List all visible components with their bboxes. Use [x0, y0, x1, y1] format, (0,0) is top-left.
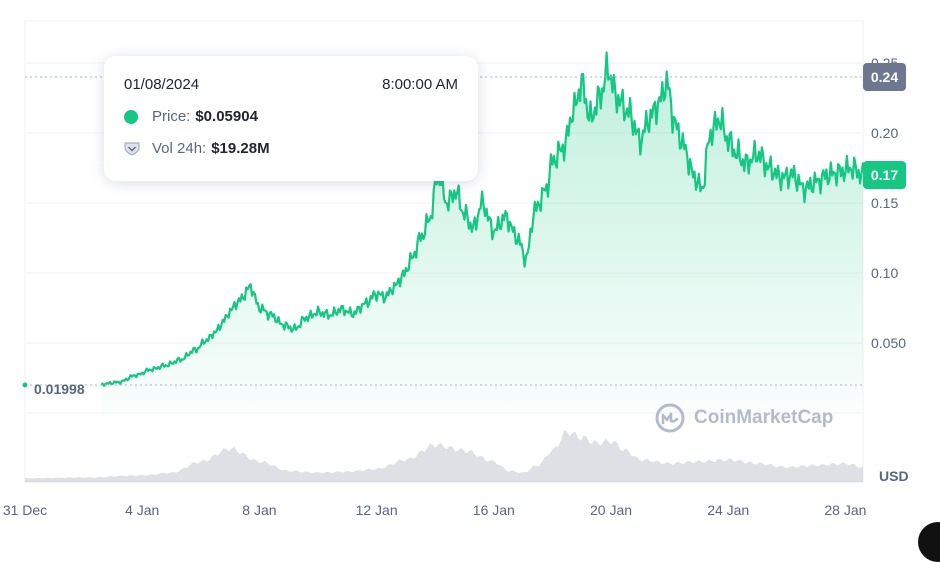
- y-tick-label: 0.20: [871, 125, 898, 141]
- open-marker: [22, 382, 28, 388]
- x-tick-label: 8 Jan: [242, 502, 276, 518]
- x-tick-label: 31 Dec: [3, 502, 47, 518]
- x-tick-label: 12 Jan: [356, 502, 398, 518]
- open-value-label: 0.01998: [34, 381, 85, 397]
- tooltip-price-value: $0.05904: [195, 108, 258, 125]
- price-line[interactable]: [101, 51, 865, 387]
- tooltip-volume-value: $19.28M: [211, 140, 270, 157]
- reference-lines: [22, 76, 863, 388]
- y-tick-label: 0.10: [871, 265, 898, 281]
- price-dot-icon: [124, 109, 138, 124]
- tooltip-time: 8:00:00 AM: [382, 76, 458, 93]
- currency-label: USD: [879, 468, 909, 484]
- high-price-badge: 0.24: [863, 63, 906, 91]
- tooltip-price-row: Price: $0.05904: [124, 108, 258, 125]
- watermark-text: CoinMarketCap: [694, 407, 834, 428]
- coinmarketcap-logo-icon: [655, 403, 685, 433]
- volume-fill: [25, 430, 863, 482]
- volume-area: [25, 430, 863, 482]
- x-tick-label: 16 Jan: [473, 502, 515, 518]
- x-tick-label: 4 Jan: [125, 502, 159, 518]
- chart-tooltip: 01/08/2024 8:00:00 AM Price: $0.05904 Vo…: [104, 56, 478, 181]
- x-tick-label: 20 Jan: [590, 502, 632, 518]
- price-series[interactable]: [101, 51, 865, 414]
- coinmarketcap-watermark: CoinMarketCap: [654, 402, 833, 434]
- x-tick-label: 28 Jan: [824, 502, 866, 518]
- x-tick-label: 24 Jan: [707, 502, 749, 518]
- x-axis-ticks: 31 Dec 4 Jan 8 Jan 12 Jan 16 Jan 20 Jan 24 Jan…: [3, 502, 867, 518]
- y-tick-label: 0.15: [871, 195, 898, 211]
- tooltip-date: 01/08/2024: [124, 76, 200, 93]
- tooltip-price-label: Price:: [152, 108, 191, 125]
- tooltip-volume-label: Vol 24h:: [152, 140, 207, 157]
- tooltip-volume-row: Vol 24h: $19.28M: [124, 140, 270, 157]
- y-tick-label: 0.050: [871, 335, 906, 351]
- price-area-fill: [101, 52, 863, 413]
- current-price-badge: 0.17: [863, 161, 906, 189]
- volume-shield-icon: [124, 141, 140, 156]
